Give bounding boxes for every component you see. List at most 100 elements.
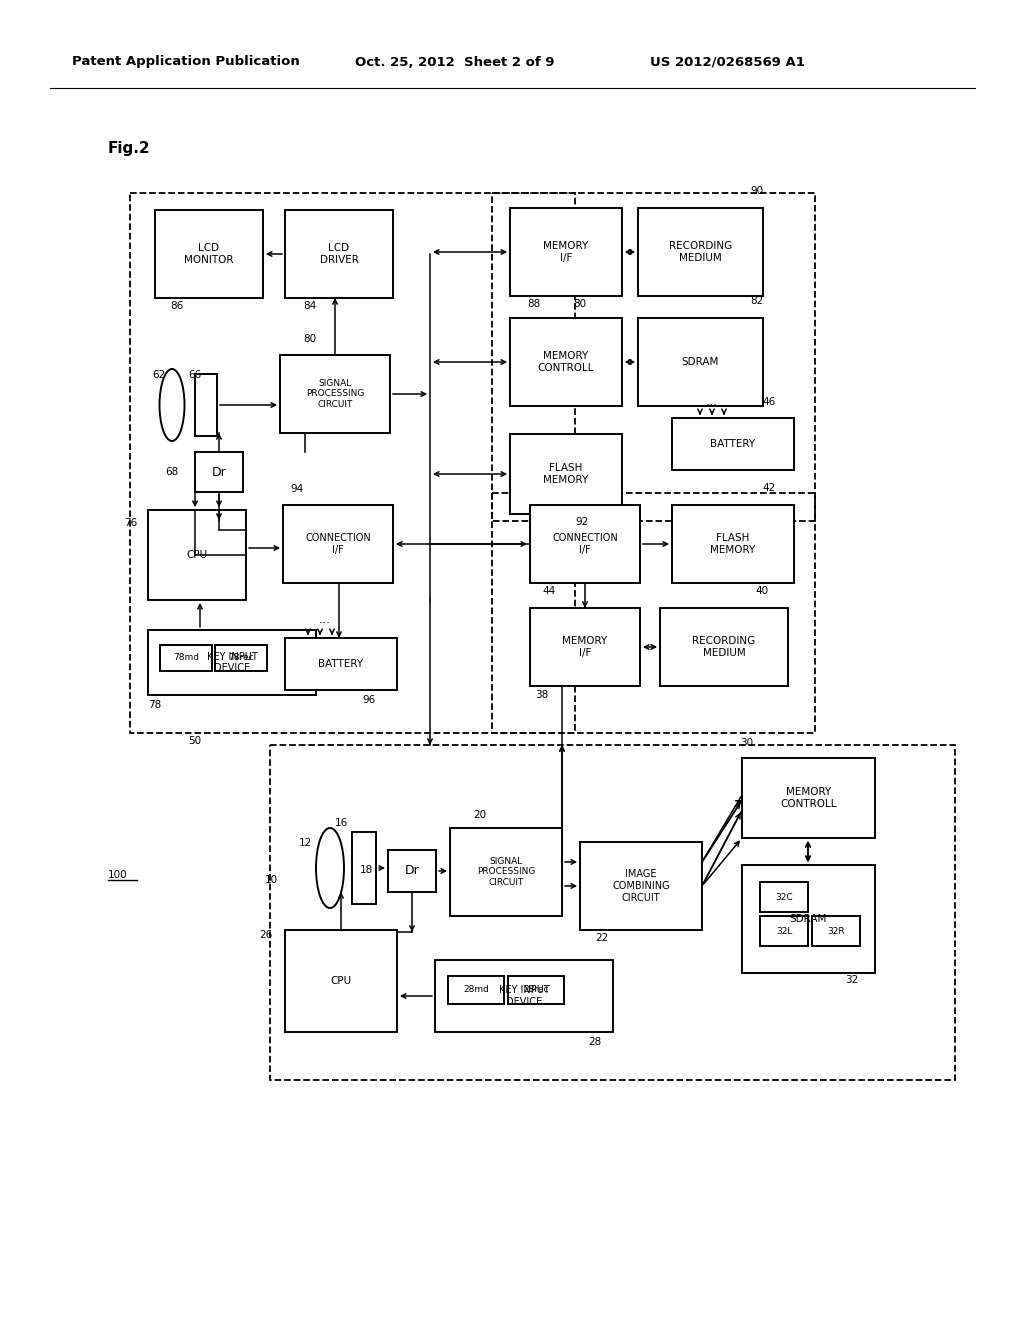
Text: FLASH
MEMORY: FLASH MEMORY (544, 463, 589, 484)
Text: 40: 40 (755, 586, 768, 597)
Text: 84: 84 (303, 301, 316, 312)
Bar (510, 209, 622, 296)
Bar (742, 758, 874, 838)
Text: Dr: Dr (212, 466, 226, 479)
Text: 66: 66 (188, 370, 202, 380)
Text: RECORDING
MEDIUM: RECORDING MEDIUM (669, 242, 732, 263)
Text: 28rec: 28rec (523, 986, 549, 994)
Text: 94: 94 (290, 484, 303, 494)
Text: CONNECTION
I/F: CONNECTION I/F (305, 533, 371, 554)
Text: ...: ... (319, 612, 331, 626)
Text: 18: 18 (359, 865, 373, 875)
Text: SIGNAL
PROCESSING
CIRCUIT: SIGNAL PROCESSING CIRCUIT (306, 379, 365, 409)
Text: 28: 28 (588, 1038, 601, 1047)
Text: 92: 92 (575, 517, 588, 527)
Text: 62: 62 (152, 370, 165, 380)
Bar (492, 492, 815, 733)
Text: LCD
MONITOR: LCD MONITOR (184, 243, 233, 265)
Text: Patent Application Publication: Patent Application Publication (72, 55, 300, 69)
Ellipse shape (160, 370, 184, 441)
Text: CONNECTION
I/F: CONNECTION I/F (552, 533, 617, 554)
Text: SDRAM: SDRAM (682, 356, 719, 367)
Text: 20: 20 (473, 810, 486, 820)
Text: 96: 96 (362, 696, 375, 705)
Bar (388, 850, 436, 892)
Text: 16: 16 (335, 818, 348, 828)
Bar (760, 916, 808, 946)
Text: FLASH
MEMORY: FLASH MEMORY (711, 533, 756, 554)
Text: 44: 44 (542, 586, 555, 597)
Text: 78md: 78md (173, 653, 199, 663)
Text: KEY INPUT
DEVICE: KEY INPUT DEVICE (207, 652, 257, 673)
Bar (760, 882, 808, 912)
Bar (660, 609, 788, 686)
Bar (449, 975, 504, 1005)
Bar (160, 645, 212, 671)
Text: 10: 10 (265, 875, 278, 884)
Text: 78rec: 78rec (228, 653, 254, 663)
Text: 30: 30 (740, 738, 753, 748)
Text: IMAGE
COMBINING
CIRCUIT: IMAGE COMBINING CIRCUIT (612, 870, 670, 903)
Bar (155, 210, 263, 298)
Text: 90: 90 (750, 186, 763, 195)
Text: 46: 46 (762, 397, 775, 407)
Text: MEMORY
CONTROLL: MEMORY CONTROLL (780, 787, 837, 809)
Text: 22: 22 (595, 933, 608, 942)
Text: SIGNAL
PROCESSING
CIRCUIT: SIGNAL PROCESSING CIRCUIT (477, 857, 536, 887)
Text: SDRAM: SDRAM (790, 913, 827, 924)
Text: Fig.2: Fig.2 (108, 140, 151, 156)
Text: BATTERY: BATTERY (711, 440, 756, 449)
Text: 100: 100 (108, 870, 128, 880)
Bar (285, 210, 393, 298)
Text: LCD
DRIVER: LCD DRIVER (319, 243, 358, 265)
Text: CPU: CPU (331, 975, 351, 986)
Text: 82: 82 (750, 296, 763, 306)
Bar (492, 193, 815, 521)
Bar (638, 209, 763, 296)
Bar (148, 630, 316, 696)
Bar (812, 916, 860, 946)
Bar (672, 418, 794, 470)
Bar (510, 434, 622, 513)
Text: Oct. 25, 2012  Sheet 2 of 9: Oct. 25, 2012 Sheet 2 of 9 (355, 55, 555, 69)
Bar (435, 960, 613, 1032)
Text: 38: 38 (535, 690, 548, 700)
Bar (280, 355, 390, 433)
Bar (672, 506, 794, 583)
Text: 42: 42 (762, 483, 775, 492)
Bar (510, 318, 622, 407)
Text: 88: 88 (527, 300, 541, 309)
Bar (285, 931, 397, 1032)
Bar (195, 374, 217, 436)
Bar (530, 609, 640, 686)
Text: Dr: Dr (404, 865, 420, 878)
Text: RECORDING
MEDIUM: RECORDING MEDIUM (692, 636, 756, 657)
Bar (352, 832, 376, 904)
Text: 32L: 32L (776, 927, 793, 936)
Text: 68: 68 (165, 467, 178, 477)
Bar (530, 506, 640, 583)
Text: 32C: 32C (775, 892, 793, 902)
Text: 50: 50 (188, 737, 202, 746)
Text: MEMORY
I/F: MEMORY I/F (544, 242, 589, 263)
Text: 78: 78 (148, 700, 161, 710)
Text: MEMORY
CONTROLL: MEMORY CONTROLL (538, 351, 594, 372)
Text: US 2012/0268569 A1: US 2012/0268569 A1 (650, 55, 805, 69)
Text: 80: 80 (573, 300, 587, 309)
Text: 86: 86 (170, 301, 183, 312)
Bar (580, 842, 702, 931)
Text: 32: 32 (845, 975, 858, 985)
Text: KEY INPUT
DEVICE: KEY INPUT DEVICE (499, 985, 549, 1007)
Ellipse shape (316, 828, 344, 908)
Bar (130, 193, 575, 733)
Text: 32R: 32R (827, 927, 845, 936)
Bar (285, 638, 397, 690)
Bar (638, 318, 763, 407)
Bar (742, 865, 874, 973)
Bar (215, 645, 267, 671)
Text: 12: 12 (299, 838, 312, 847)
Text: BATTERY: BATTERY (318, 659, 364, 669)
Bar (450, 828, 562, 916)
Text: 76: 76 (124, 517, 137, 528)
Bar (508, 975, 564, 1005)
